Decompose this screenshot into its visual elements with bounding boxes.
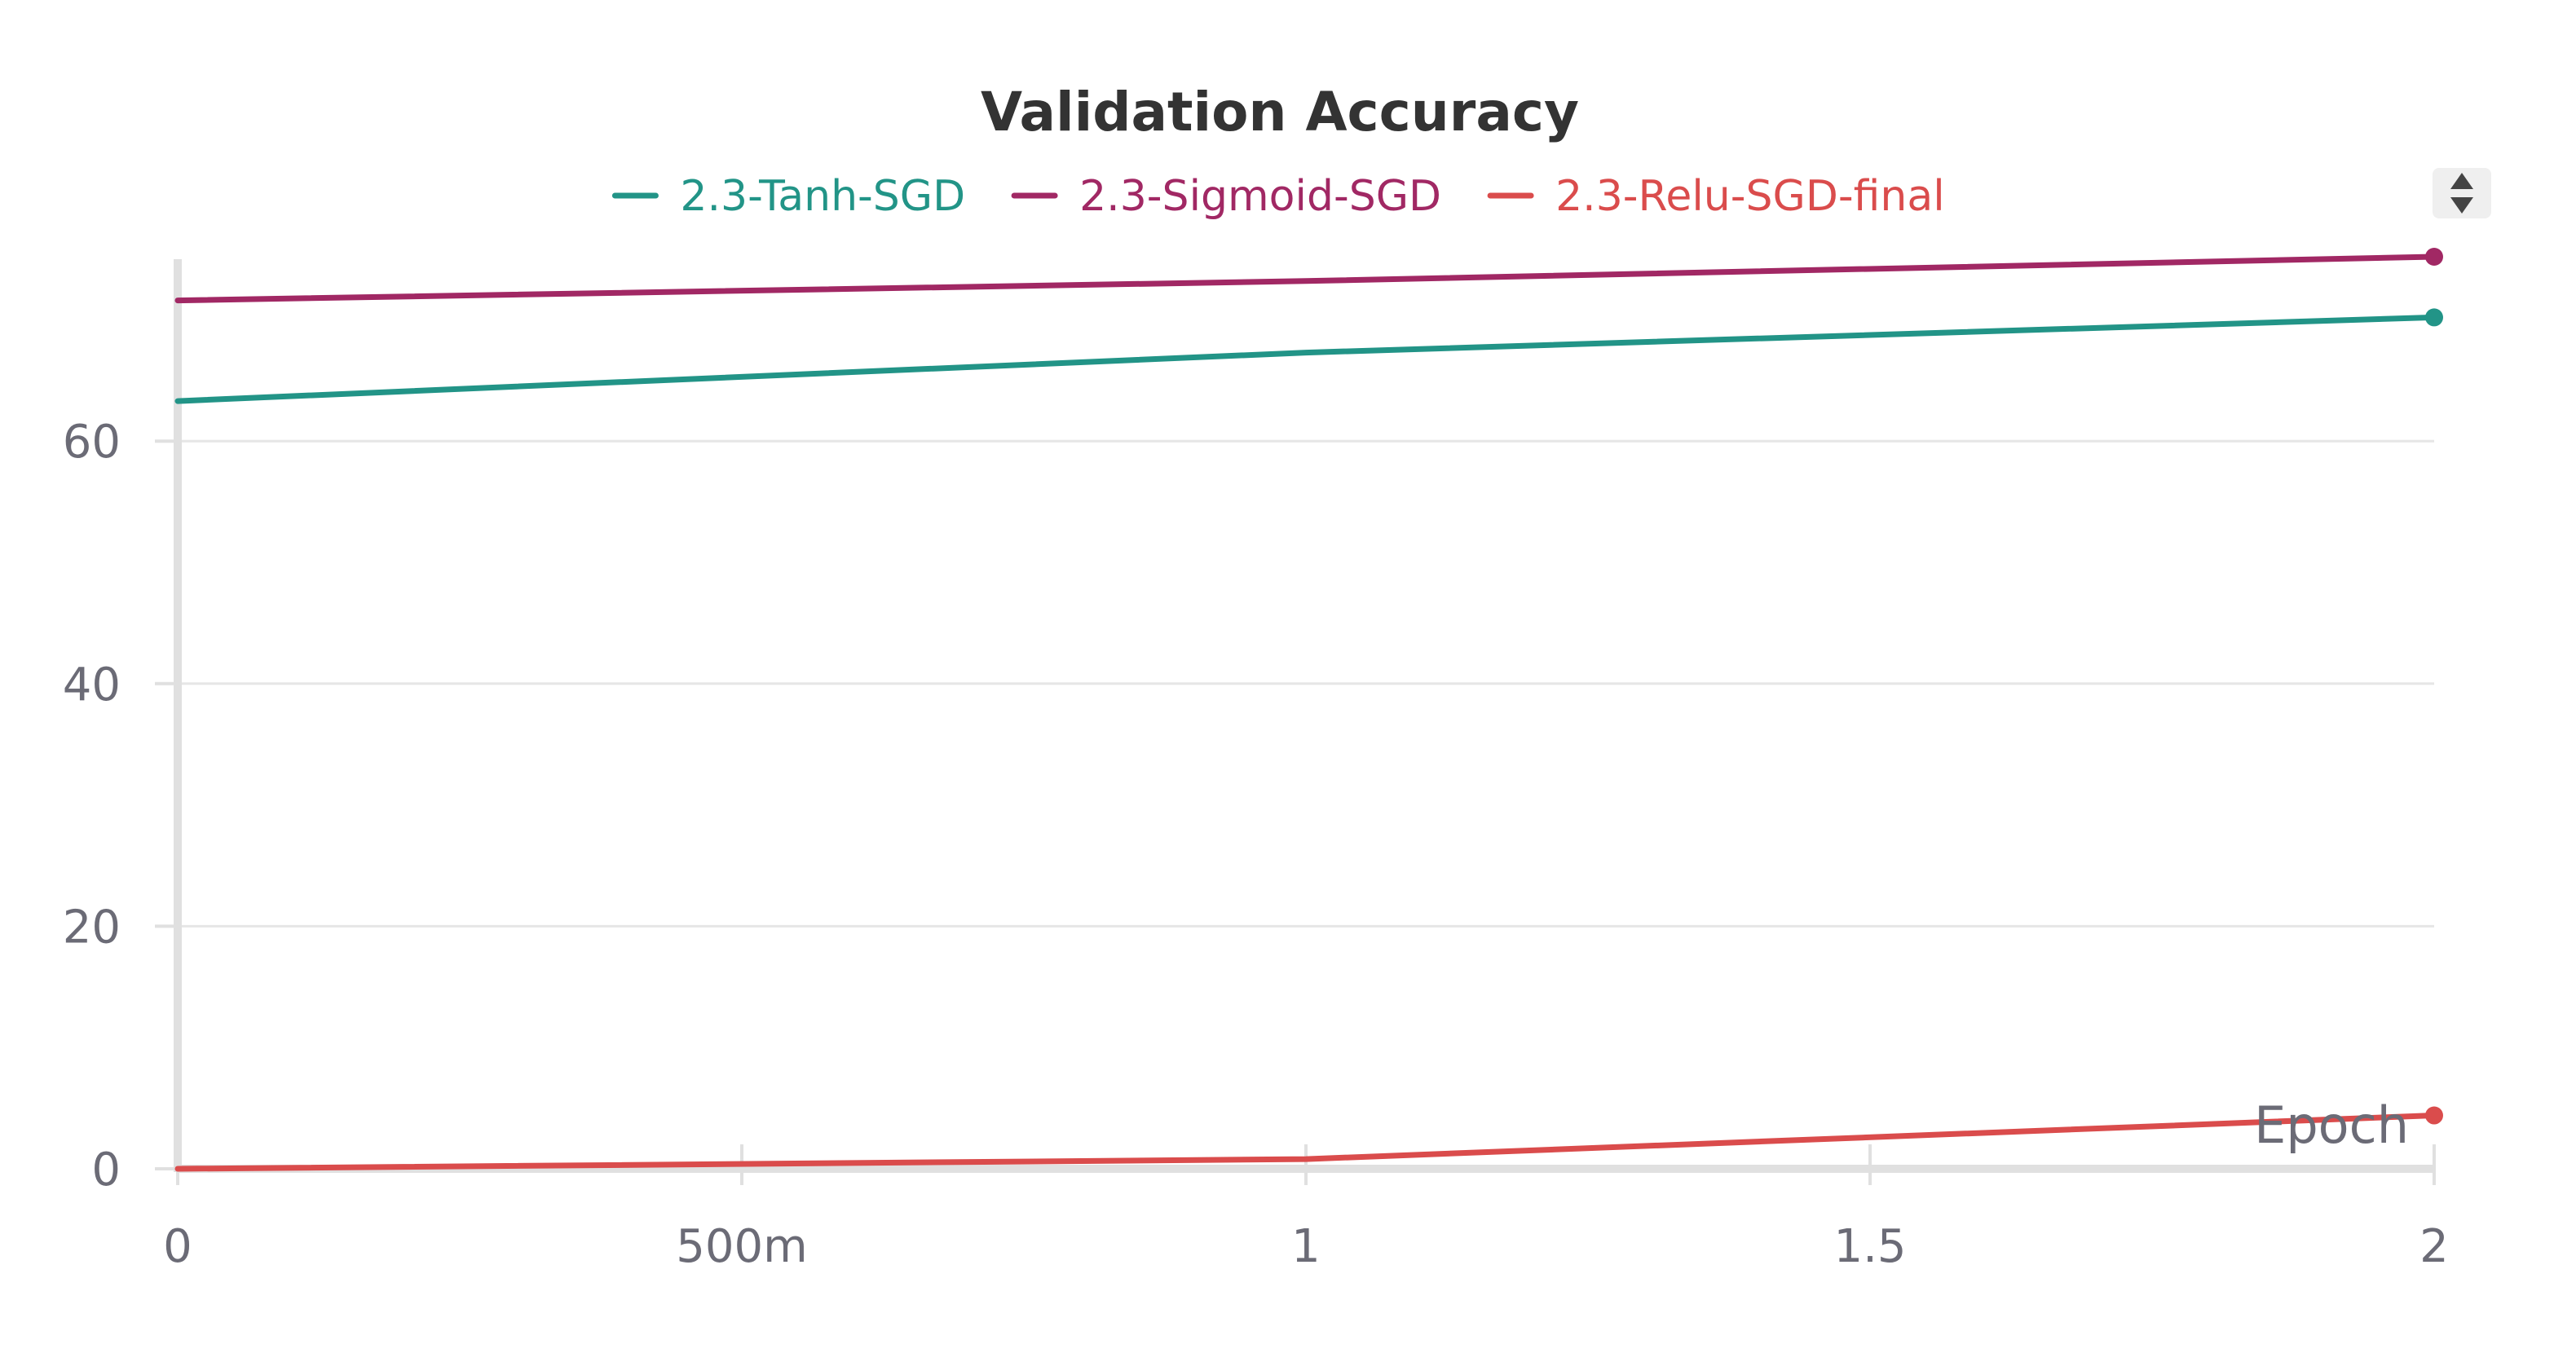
data-point-2-2 xyxy=(2425,1106,2443,1125)
down-arrow-icon[interactable] xyxy=(2450,197,2473,214)
legend-label: 2.3-Sigmoid-SGD xyxy=(1079,172,1441,221)
y-tick-label-60: 60 xyxy=(63,416,121,469)
y-tick-label-0: 0 xyxy=(91,1144,121,1197)
x-tick-label-1.5: 1.5 xyxy=(1833,1220,1906,1273)
x-tick-label-1: 1 xyxy=(1291,1220,1321,1273)
x-tick-label-2: 2 xyxy=(2419,1220,2449,1273)
series-line-2 xyxy=(174,1113,2437,1172)
data-point-1-2 xyxy=(2425,248,2443,267)
series-line-0 xyxy=(174,314,2437,404)
x-tick-label-500m: 500m xyxy=(676,1220,807,1273)
chart-title: Validation Accuracy xyxy=(981,81,1579,143)
y-tick-label-40: 40 xyxy=(63,659,121,712)
legend-item-2[interactable]: 2.3-Relu-SGD-final xyxy=(1487,172,1945,221)
x-axis-ticks: 0 500m 1 1.5 2 xyxy=(163,1144,2449,1273)
x-tick-label-0: 0 xyxy=(163,1220,192,1273)
legend: 2.3-Tanh-SGD 2.3-Sigmoid-SGD 2.3-Relu-SGD-… xyxy=(611,172,1945,221)
y-tick-label-20: 20 xyxy=(63,901,121,954)
legend-item-0[interactable]: 2.3-Tanh-SGD xyxy=(611,172,965,221)
axes xyxy=(174,259,2434,1173)
legend-label: 2.3-Relu-SGD-final xyxy=(1555,172,1945,221)
y-axis-ticks: 0 20 40 60 xyxy=(63,416,178,1197)
legend-scroll-control[interactable] xyxy=(2433,168,2491,218)
x-axis-title: Epoch xyxy=(2254,1095,2409,1155)
series-line-1 xyxy=(174,253,2437,304)
series-lines xyxy=(174,248,2443,1172)
legend-item-1[interactable]: 2.3-Sigmoid-SGD xyxy=(1011,172,1441,221)
up-arrow-icon[interactable] xyxy=(2450,173,2473,189)
data-point-0-2 xyxy=(2425,308,2443,327)
legend-label: 2.3-Tanh-SGD xyxy=(680,172,965,221)
grid-lines xyxy=(178,439,2434,928)
